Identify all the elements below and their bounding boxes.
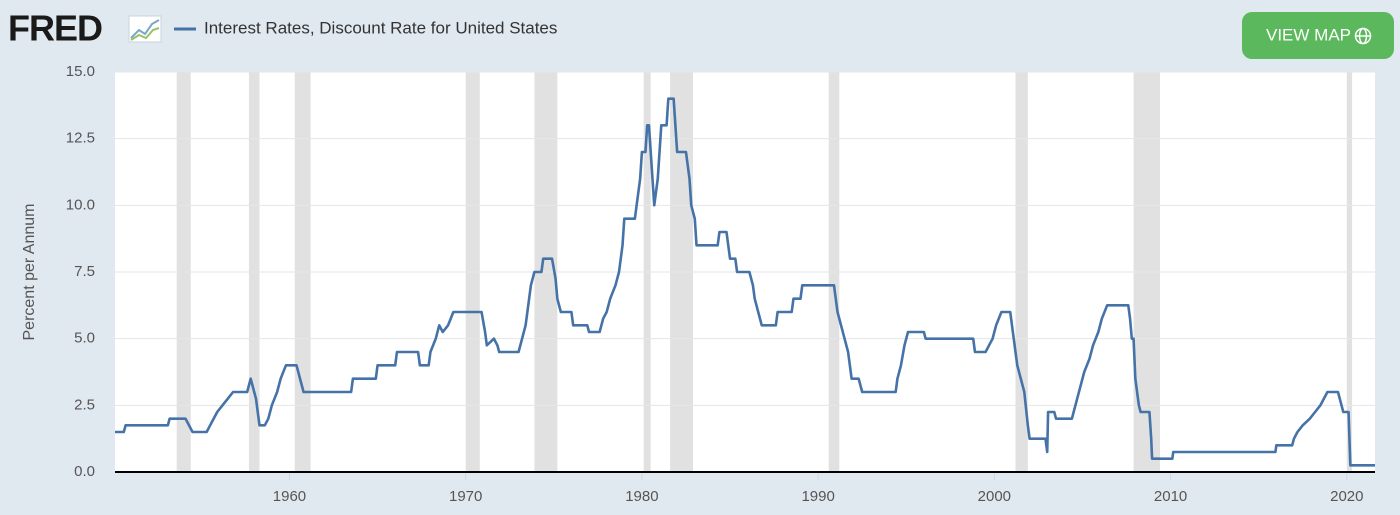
y-tick-label: 7.5 bbox=[74, 263, 95, 280]
legend-label: Interest Rates, Discount Rate for United… bbox=[204, 18, 557, 37]
button-label[interactable]: VIEW MAP bbox=[1266, 25, 1351, 44]
y-tick-label: 5.0 bbox=[74, 330, 95, 347]
x-tick-label: 2010 bbox=[1154, 488, 1187, 505]
x-tick-label: 1960 bbox=[273, 488, 306, 505]
series-line bbox=[115, 97, 1375, 467]
y-tick-label: 15.0 bbox=[66, 63, 95, 80]
x-tick-label: 1980 bbox=[625, 488, 658, 505]
y-tick-label: 12.5 bbox=[66, 130, 95, 147]
button-bg[interactable] bbox=[1242, 12, 1394, 59]
y-tick-label: 2.5 bbox=[74, 396, 95, 413]
logo-icon bbox=[128, 15, 162, 43]
globe-icon bbox=[1354, 27, 1372, 45]
logo: FRED bbox=[8, 8, 102, 49]
x-tick-label: 2020 bbox=[1330, 488, 1363, 505]
x-tick-label: 1970 bbox=[449, 488, 482, 505]
y-tick-label: 10.0 bbox=[66, 196, 95, 213]
y-axis-label: Percent per Annum bbox=[21, 204, 38, 341]
y-tick-label: 0.0 bbox=[74, 463, 95, 480]
x-tick-label: 2000 bbox=[978, 488, 1011, 505]
view-map-button[interactable]: VIEW MAP bbox=[1242, 12, 1394, 59]
x-tick-label: 1990 bbox=[801, 488, 834, 505]
